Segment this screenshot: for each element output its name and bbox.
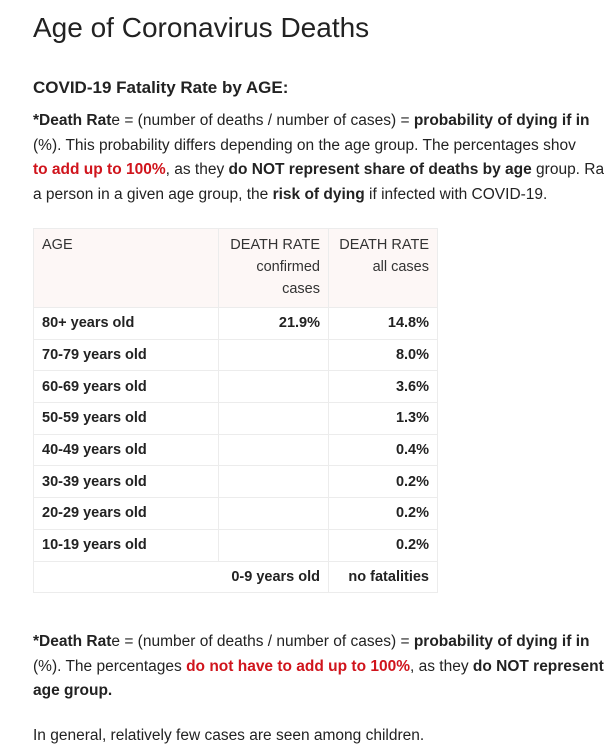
paragraph: *Death Rate = (number of deaths / number… bbox=[33, 109, 604, 207]
table-row: 20-29 years old 0.2% bbox=[33, 497, 438, 530]
bold-text: do NOT represent share of deaths by age bbox=[228, 161, 532, 178]
text: e = (number of deaths / number of cases)… bbox=[111, 112, 414, 129]
table-row: 10-19 years old 0.2% bbox=[33, 528, 438, 562]
table-row: 50-59 years old 1.3% bbox=[33, 402, 438, 435]
rate-cell: 8.0% bbox=[328, 338, 438, 372]
header-cell: DEATH RATE all cases bbox=[328, 228, 438, 308]
rate-cell bbox=[218, 433, 329, 467]
age-cell: 10-19 years old bbox=[33, 528, 219, 562]
age-cell: 0-9 years old bbox=[33, 560, 329, 594]
bold-text: probability of dying if in bbox=[413, 112, 590, 129]
rate-cell: 14.8% bbox=[328, 307, 438, 340]
text: (%). The percentages bbox=[33, 657, 187, 675]
header-text: all cases bbox=[372, 259, 429, 275]
rate-cell: 1.3% bbox=[328, 402, 438, 435]
highlight-text: to add up to 100% bbox=[33, 161, 166, 178]
header-text: DEATH RATE bbox=[339, 237, 429, 253]
rate-cell bbox=[218, 370, 329, 404]
table-row: 70-79 years old 8.0% bbox=[33, 338, 438, 372]
rate-cell bbox=[218, 465, 329, 499]
rate-cell: 0.4% bbox=[328, 433, 438, 467]
age-cell: 60-69 years old bbox=[33, 370, 219, 404]
rate-cell bbox=[218, 402, 329, 435]
bold-text: *Death Rat bbox=[33, 112, 112, 129]
header-row: AGE DEATH RATE confirmed cases DEATH RATE a… bbox=[33, 228, 438, 308]
text: , as they bbox=[409, 657, 473, 675]
age-cell: 80+ years old bbox=[33, 307, 219, 340]
age-cell: 40-49 years old bbox=[33, 433, 219, 467]
header-cell: DEATH RATE confirmed cases bbox=[218, 228, 329, 308]
paragraph: *Death Rate = (number of deaths / number… bbox=[33, 630, 604, 704]
section-title: COVID-19 Fatality Rate by AGE: bbox=[33, 78, 289, 97]
page-title: Age of Coronavirus Deaths bbox=[33, 12, 370, 43]
table-row: 40-49 years old 0.4% bbox=[33, 433, 438, 467]
text: e = (number of deaths / number of cases)… bbox=[111, 633, 414, 650]
highlight-text: do not have to add up to 100% bbox=[186, 657, 410, 675]
text: (%). This probability differs depending … bbox=[33, 136, 576, 154]
fatality-table: AGE DEATH RATE confirmed cases DEATH RATE a… bbox=[33, 228, 438, 594]
age-cell: 70-79 years old bbox=[33, 338, 219, 372]
table-row: 0-9 years old no fatalities bbox=[33, 560, 438, 594]
header-text: confirmed bbox=[256, 259, 320, 275]
paragraph: In general, relatively few cases are see… bbox=[33, 727, 425, 744]
header-cell: AGE bbox=[33, 228, 219, 308]
rate-cell: 3.6% bbox=[328, 370, 438, 404]
table-row: 80+ years old 21.9% 14.8% bbox=[33, 307, 438, 340]
table-row: 30-39 years old 0.2% bbox=[33, 465, 438, 499]
age-cell: 30-39 years old bbox=[33, 465, 219, 499]
bold-text: age group. bbox=[33, 682, 113, 699]
rate-cell: 0.2% bbox=[328, 528, 438, 562]
rate-cell: 0.2% bbox=[328, 497, 438, 530]
rate-cell bbox=[218, 528, 329, 562]
rate-cell bbox=[218, 338, 329, 372]
age-cell: 20-29 years old bbox=[33, 497, 219, 530]
header-text: AGE bbox=[42, 237, 73, 253]
rate-cell bbox=[218, 497, 329, 530]
text: , as they bbox=[165, 161, 229, 178]
text: if infected with COVID-19. bbox=[364, 185, 548, 203]
header-text: DEATH RATE bbox=[230, 237, 320, 253]
table-row: 60-69 years old 3.6% bbox=[33, 370, 438, 404]
rate-cell: 0.2% bbox=[328, 465, 438, 499]
text: group. Ra bbox=[531, 161, 604, 178]
bold-text: probability of dying if in bbox=[413, 633, 590, 650]
table-body: 80+ years old 21.9% 14.8% 70-79 years old 8.… bbox=[33, 307, 438, 594]
rate-cell: 21.9% bbox=[218, 307, 329, 340]
bold-text: risk of dying bbox=[272, 185, 365, 203]
bold-text: *Death Rat bbox=[33, 633, 112, 650]
header-text: cases bbox=[282, 281, 320, 297]
age-cell: 50-59 years old bbox=[33, 402, 219, 435]
bold-text: do NOT represent bbox=[472, 657, 604, 675]
text: a person in a given age group, the bbox=[33, 185, 273, 203]
rate-cell: no fatalities bbox=[328, 560, 438, 594]
